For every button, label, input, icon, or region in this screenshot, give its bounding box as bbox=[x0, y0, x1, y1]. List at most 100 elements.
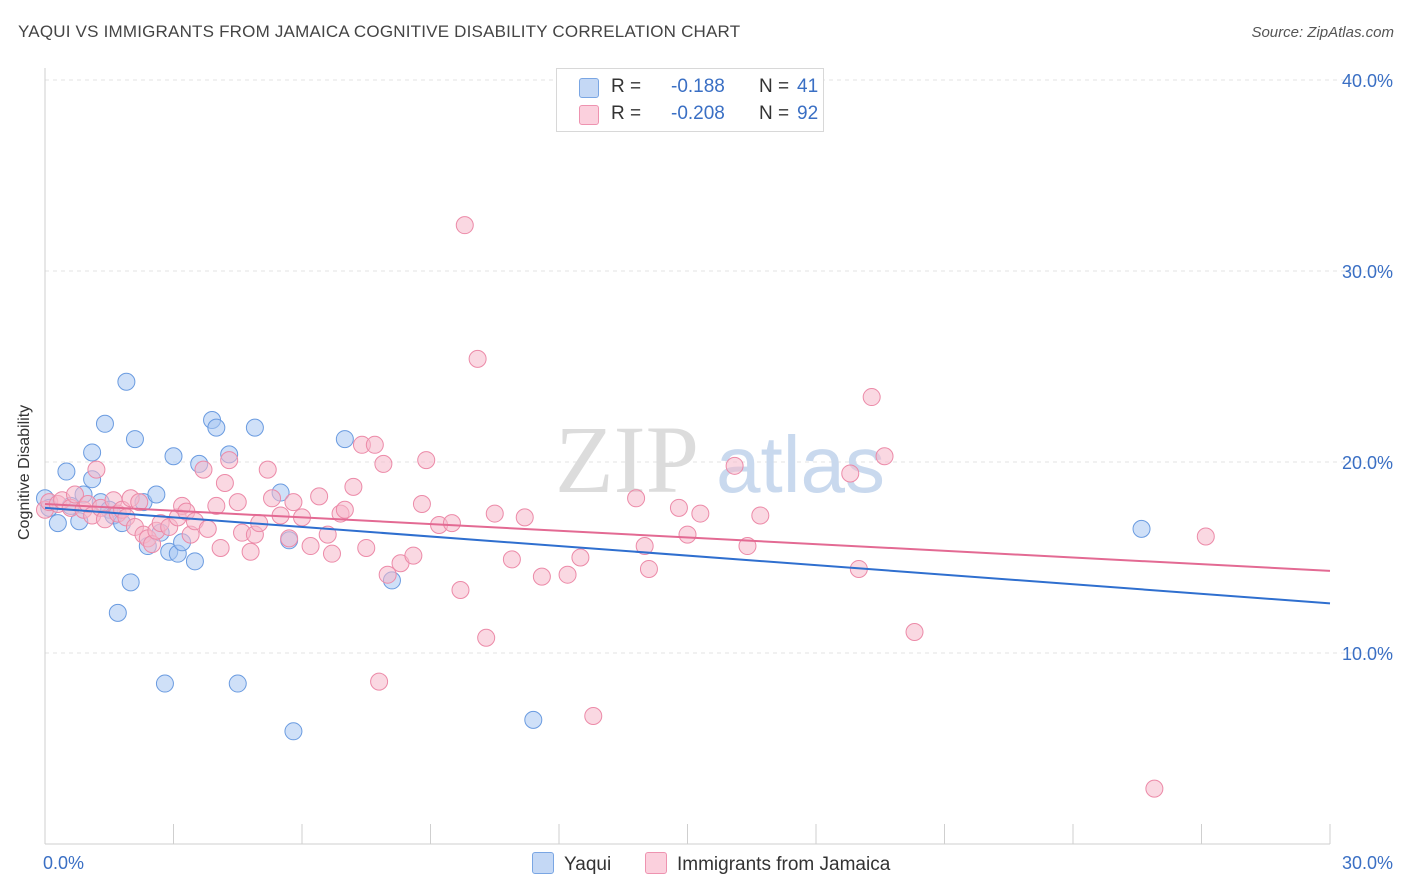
jamaica-point bbox=[322, 544, 341, 563]
legend-item-jamaica: Immigrants from Jamaica bbox=[645, 852, 890, 876]
n-label: N = bbox=[759, 76, 790, 97]
jamaica-point bbox=[335, 500, 354, 519]
yaqui-point bbox=[117, 372, 136, 391]
jamaica-point bbox=[477, 628, 496, 647]
jamaica-point bbox=[215, 474, 234, 493]
tick-labels: 10.0% 20.0% 30.0% 40.0% 0.0% 30.0% bbox=[43, 71, 1393, 873]
trend-lines bbox=[44, 503, 1331, 605]
legend-label-jamaica: Immigrants from Jamaica bbox=[677, 854, 891, 875]
jamaica-point bbox=[678, 525, 697, 544]
n-value: 41 bbox=[797, 76, 819, 97]
jamaica-point bbox=[194, 460, 213, 479]
watermark-atlas: atlas bbox=[716, 420, 885, 509]
jamaica-point bbox=[211, 538, 230, 557]
jamaica-point bbox=[263, 489, 282, 508]
jamaica-point bbox=[310, 487, 329, 506]
jamaica-point bbox=[571, 548, 590, 567]
r-label: R = bbox=[611, 76, 642, 97]
n-label: N = bbox=[759, 103, 790, 124]
jamaica-point bbox=[357, 538, 376, 557]
jamaica-point bbox=[404, 546, 423, 565]
jamaica-point bbox=[905, 622, 924, 641]
yaqui-point bbox=[57, 462, 76, 481]
jamaica-trend-line bbox=[44, 503, 1331, 572]
jamaica-point bbox=[258, 460, 277, 479]
y-tick-label: 20.0% bbox=[1342, 453, 1393, 473]
jamaica-point bbox=[220, 451, 239, 470]
y-tick-label: 10.0% bbox=[1342, 644, 1393, 664]
jamaica-point bbox=[455, 216, 474, 235]
legend-item-yaqui: Yaqui bbox=[532, 852, 611, 876]
yaqui-point bbox=[155, 674, 174, 693]
y-tick-label: 40.0% bbox=[1342, 71, 1393, 91]
jamaica-point bbox=[738, 537, 757, 556]
jamaica-point bbox=[284, 493, 303, 512]
jamaica-point bbox=[370, 672, 389, 691]
yaqui-point bbox=[207, 418, 226, 437]
jamaica-swatch bbox=[579, 105, 599, 125]
yaqui-point bbox=[524, 710, 543, 729]
r-value: -0.208 bbox=[671, 103, 725, 124]
jamaica-point bbox=[1145, 779, 1164, 798]
legend-swatch-jamaica bbox=[645, 852, 667, 874]
legend-swatch-yaqui bbox=[532, 852, 554, 874]
yaqui-swatch bbox=[579, 78, 599, 98]
jamaica-point bbox=[280, 529, 299, 548]
yaqui-point bbox=[335, 430, 354, 449]
source-label: Source: ZipAtlas.com bbox=[1251, 24, 1394, 41]
jamaica-point bbox=[875, 447, 894, 466]
n-value: 92 bbox=[797, 103, 819, 124]
watermark-zip: ZIP bbox=[555, 406, 699, 513]
jamaica-point bbox=[207, 496, 226, 515]
r-label: R = bbox=[611, 103, 642, 124]
jamaica-point bbox=[198, 519, 217, 538]
jamaica-point bbox=[130, 493, 149, 512]
yaqui-point bbox=[48, 514, 67, 533]
axes bbox=[44, 68, 1331, 845]
watermark: ZIP atlas bbox=[555, 406, 885, 513]
grid-lines bbox=[45, 79, 1395, 654]
jamaica-point bbox=[1196, 527, 1215, 546]
jamaica-point bbox=[417, 451, 436, 470]
jamaica-point bbox=[344, 477, 363, 496]
jamaica-point bbox=[87, 460, 106, 479]
jamaica-point bbox=[65, 485, 84, 504]
yaqui-point bbox=[245, 418, 264, 437]
yaqui-point bbox=[164, 447, 183, 466]
yaqui-point bbox=[1132, 519, 1151, 538]
jamaica-point bbox=[468, 349, 487, 368]
jamaica-point bbox=[318, 525, 337, 544]
jamaica-point bbox=[301, 537, 320, 556]
yaqui-point bbox=[125, 430, 144, 449]
yaqui-point bbox=[284, 722, 303, 741]
jamaica-point bbox=[841, 464, 860, 483]
jamaica-point bbox=[515, 508, 534, 527]
chart-title: YAQUI VS IMMIGRANTS FROM JAMAICA COGNITI… bbox=[18, 22, 741, 41]
jamaica-point bbox=[228, 493, 247, 512]
yaqui-point bbox=[108, 603, 127, 622]
yaqui-point bbox=[185, 552, 204, 571]
jamaica-point bbox=[378, 565, 397, 584]
jamaica-point bbox=[862, 388, 881, 407]
r-value: -0.188 bbox=[671, 76, 725, 97]
legend-label-yaqui: Yaqui bbox=[564, 854, 612, 875]
jamaica-point bbox=[751, 506, 770, 525]
x-tick-label-start: 0.0% bbox=[43, 853, 84, 873]
yaqui-point bbox=[95, 414, 114, 433]
y-tick-label: 30.0% bbox=[1342, 262, 1393, 282]
jamaica-point bbox=[584, 707, 603, 726]
jamaica-point bbox=[725, 456, 744, 475]
jamaica-point bbox=[451, 580, 470, 599]
x-tick-label-end: 30.0% bbox=[1342, 853, 1393, 873]
jamaica-point bbox=[442, 514, 461, 533]
jamaica-point bbox=[485, 504, 504, 523]
jamaica-point bbox=[502, 550, 521, 569]
jamaica-point bbox=[639, 559, 658, 578]
jamaica-point bbox=[532, 567, 551, 586]
jamaica-point bbox=[241, 542, 260, 561]
yaqui-point bbox=[121, 573, 140, 592]
jamaica-point bbox=[691, 504, 710, 523]
jamaica-point bbox=[412, 495, 431, 514]
jamaica-point bbox=[669, 498, 688, 517]
